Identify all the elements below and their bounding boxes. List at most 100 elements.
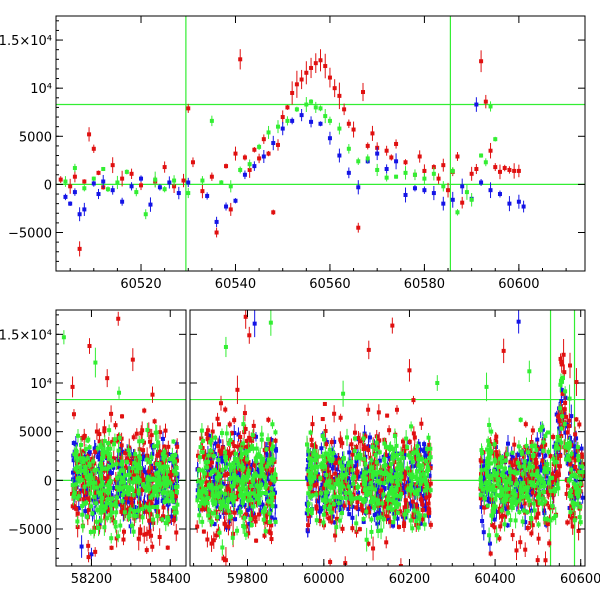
top-point-red [327, 75, 332, 80]
bottom-point-blue [175, 474, 180, 479]
bottom-point-red [358, 439, 363, 444]
bottom-point-blue [238, 504, 243, 509]
top-point-blue [120, 199, 125, 204]
bottom-point-green [114, 485, 119, 490]
bottom-point-red [402, 505, 407, 510]
bottom-point-green [107, 454, 112, 459]
bottom-point-red [205, 472, 210, 477]
top-point-red [436, 176, 441, 181]
bottom-point-green [104, 501, 109, 506]
top-point-red [507, 167, 512, 172]
bottom-point-green [136, 463, 141, 468]
bottom-point-blue [142, 509, 147, 514]
bottom-point-red [560, 391, 565, 396]
bottom-point-red [510, 463, 515, 468]
bottom-point-green [170, 494, 175, 499]
bottom-point-red [426, 511, 431, 516]
bottom-point-blue [563, 430, 568, 435]
bottom-point-blue [165, 502, 170, 507]
top-x-tick-label: 60560 [309, 277, 350, 292]
bottom-point-green [74, 449, 79, 454]
bottom-point-red [310, 422, 315, 427]
bottom-point-red [533, 457, 538, 462]
bottom-point-blue [236, 432, 241, 437]
top-point-red [172, 184, 177, 189]
bottom-point-red [381, 475, 386, 480]
bottom-point-green [79, 468, 84, 473]
bottom-point-red [71, 412, 76, 417]
bottom-point-red [310, 443, 315, 448]
bottom-point-red [115, 438, 120, 443]
bottom-point-red [321, 486, 326, 491]
bottom-point-red [144, 531, 149, 536]
bottom-point-red [315, 474, 320, 479]
bottom-point-red [111, 518, 116, 523]
bottom-point-red [232, 444, 237, 449]
bottom-point-green [78, 442, 83, 447]
bottom-point-green [80, 512, 85, 517]
bottom-point-blue [244, 465, 249, 470]
bottom-point-red [165, 545, 170, 550]
bottom-point-red [354, 505, 359, 510]
bottom-point-green [123, 484, 128, 489]
bottom-point-red [123, 507, 128, 512]
bottom-point-green [162, 465, 167, 470]
bottom-point-green [131, 529, 136, 534]
bottom-point-blue [160, 436, 165, 441]
bottom-point-green [165, 492, 170, 497]
bottom-point-blue [392, 477, 397, 482]
bottom-point-blue [365, 481, 370, 486]
top-point-red [238, 57, 243, 62]
bottom-point-red [220, 445, 225, 450]
bottom-point-green [151, 517, 156, 522]
bottom-point-blue [218, 480, 223, 485]
bottom-point-blue [97, 450, 102, 455]
top-point-red [257, 156, 262, 161]
bottom-point-red [216, 422, 221, 427]
bottom-point-red [420, 517, 425, 522]
bottom-point-red [147, 518, 152, 523]
bottom-point-blue [96, 455, 101, 460]
bottom-point-green [165, 464, 170, 469]
bottom-point-red [121, 529, 126, 534]
bottom-point-green [140, 507, 145, 512]
bottom-point-red [242, 411, 247, 416]
bottom-point-red [363, 434, 368, 439]
top-point-red [72, 174, 77, 179]
bottom-point-green [140, 515, 145, 520]
bottom-point-blue [273, 447, 278, 452]
bottom-point-red [306, 523, 311, 528]
bottom-point-red [242, 457, 247, 462]
bottom-point-blue [221, 481, 226, 486]
bottom-point-blue [350, 504, 355, 509]
top-point-green [394, 174, 399, 179]
top-point-red [516, 168, 521, 173]
bottom-point-green [98, 491, 103, 496]
bottom-point-red [558, 356, 563, 361]
bottom-point-blue [143, 470, 148, 475]
bottom-point-green [100, 495, 105, 500]
bottom-point-green [171, 458, 176, 463]
top-point-green [209, 118, 214, 123]
bottom-point-red [204, 431, 209, 436]
bottom-point-red [150, 472, 155, 477]
bottom-point-green [157, 462, 162, 467]
top-point-red [502, 166, 507, 171]
bottom-point-blue [543, 453, 548, 458]
bottom-point-red [328, 515, 333, 520]
bottom-point-red [86, 496, 91, 501]
bottom-point-red [102, 429, 107, 434]
bottom-point-green [98, 505, 103, 510]
bottom-point-red [265, 501, 270, 506]
top-point-blue [129, 184, 134, 189]
bottom-point-red [411, 511, 416, 516]
bottom-point-red [497, 453, 502, 458]
bottom-point-blue [83, 509, 88, 514]
bottom-point-green [75, 469, 80, 474]
bottom-point-red [70, 491, 75, 496]
bottom-point-red [120, 503, 125, 508]
bottom-point-red [478, 458, 483, 463]
bottom-point-red [272, 459, 277, 464]
top-point-red [417, 154, 422, 159]
bottom-point-red [224, 488, 229, 493]
